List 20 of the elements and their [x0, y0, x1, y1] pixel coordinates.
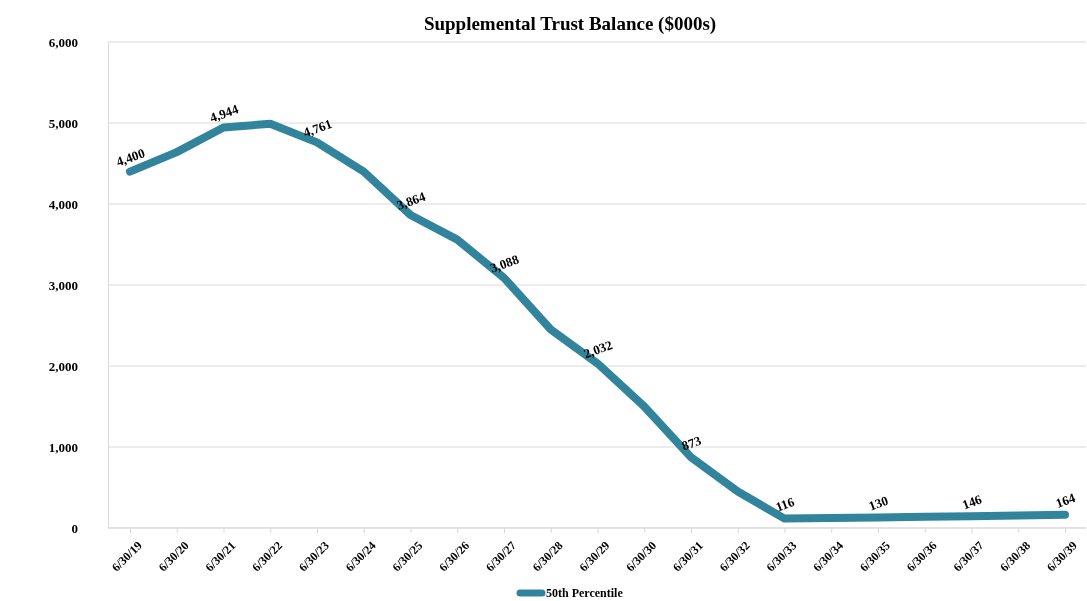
- data-label: 873: [679, 432, 704, 454]
- data-label: 3,864: [394, 188, 428, 213]
- data-label: 130: [866, 492, 891, 514]
- data-label: 4,944: [207, 101, 241, 126]
- data-label: 3,088: [488, 251, 522, 276]
- data-label: 116: [773, 493, 797, 515]
- y-tick-label: 2,000: [48, 358, 78, 374]
- y-tick-label: 4,000: [48, 196, 78, 212]
- y-tick-label: 0: [71, 520, 78, 536]
- data-label: 4,761: [301, 116, 334, 141]
- data-label: 146: [960, 491, 985, 513]
- data-label: 164: [1053, 489, 1078, 511]
- y-tick-label: 6,000: [48, 34, 78, 50]
- y-tick-label: 5,000: [48, 115, 78, 131]
- chart-title: Supplemental Trust Balance ($000s): [423, 13, 717, 35]
- data-label: 4,400: [114, 145, 147, 170]
- y-tick-label: 1,000: [48, 439, 78, 455]
- y-tick-label: 3,000: [48, 277, 78, 293]
- data-label: 2,032: [581, 337, 615, 362]
- legend-label: 50th Percentile: [546, 586, 624, 600]
